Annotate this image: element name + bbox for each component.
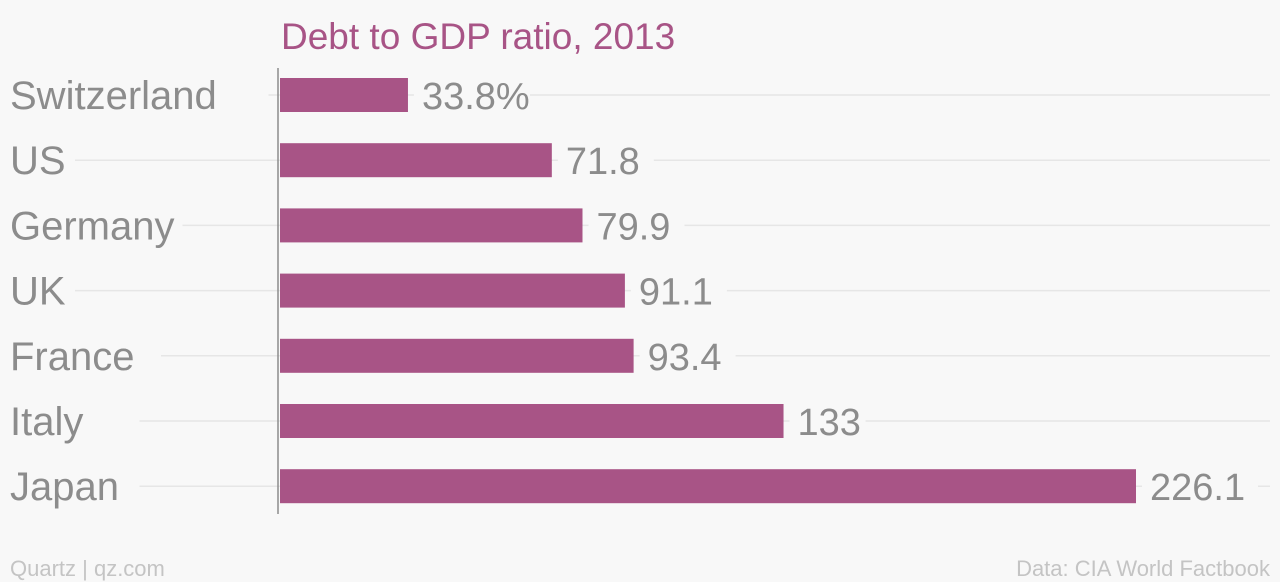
bar-switzerland (280, 78, 408, 112)
value-label: 33.8% (422, 76, 530, 118)
value-label-mask (639, 351, 736, 360)
value-labels: 33.8% 71.8 79.9 91.1 93.4 133 226.1 (413, 76, 1258, 509)
category-label: France (10, 335, 135, 379)
value-label-mask (1142, 482, 1258, 491)
category-label: UK (10, 270, 66, 314)
bar-france (280, 338, 634, 373)
bar-uk (280, 273, 625, 308)
bars (280, 78, 1136, 504)
category-label: Switzerland (10, 74, 217, 118)
category-label: Italy (10, 400, 83, 444)
bar-germany (280, 208, 583, 243)
value-label-mask (557, 156, 654, 165)
value-label: 93.4 (648, 337, 722, 379)
value-label: 133 (798, 402, 861, 444)
value-label-mask (413, 91, 530, 99)
bar-japan (280, 469, 1136, 504)
category-label: Germany (10, 204, 175, 248)
value-label: 79.9 (596, 206, 670, 248)
value-label: 71.8 (566, 141, 640, 183)
category-label: US (10, 139, 66, 183)
value-label-mask (630, 286, 727, 295)
category-labels: Switzerland US Germany UK France Italy Japan (10, 74, 217, 509)
footer-source-right: Data: CIA World Factbook (1016, 556, 1271, 581)
bar-us (280, 143, 552, 178)
value-label: 226.1 (1150, 467, 1245, 509)
value-label-mask (789, 417, 866, 425)
footer-source-left: Quartz | qz.com (10, 556, 165, 581)
chart-title: Debt to GDP ratio, 2013 (281, 16, 675, 57)
value-label-mask (588, 221, 685, 230)
bar-italy (280, 404, 784, 438)
category-label: Japan (10, 465, 119, 509)
value-label: 91.1 (639, 272, 713, 314)
